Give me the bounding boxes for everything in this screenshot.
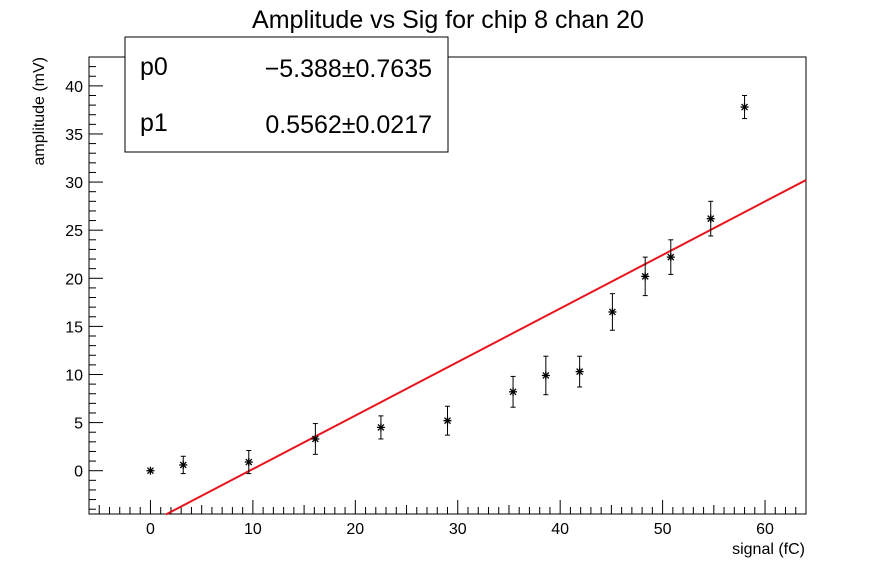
star-marker	[509, 387, 518, 396]
star-stroke	[667, 253, 675, 261]
p1-value-text: 0.5562±0.0217	[265, 111, 432, 139]
data-point	[179, 455, 188, 475]
x-tick-label: 10	[244, 521, 262, 538]
star-stroke	[542, 371, 550, 379]
p0-value: −5.388	[265, 55, 342, 83]
data-point	[244, 450, 253, 475]
data-point	[740, 94, 749, 120]
x-tick-label: 30	[449, 521, 467, 538]
star-stroke	[444, 417, 451, 425]
star-marker	[311, 434, 320, 443]
star-stroke	[576, 368, 584, 376]
star-marker	[179, 460, 188, 469]
star-stroke	[707, 215, 715, 223]
data-point	[608, 293, 617, 331]
data-point	[666, 239, 675, 275]
y-tick-label: 10	[65, 367, 83, 384]
star-marker	[443, 416, 452, 425]
x-axis: 0 10 20 30 40 50 60	[98, 500, 807, 538]
star-marker	[575, 367, 584, 376]
p1-value: 0.5562	[265, 111, 341, 139]
data-point	[541, 355, 550, 396]
star-stroke	[245, 458, 253, 466]
star-marker	[706, 214, 715, 223]
p0-value-text: −5.388±0.7635	[265, 55, 432, 83]
data-point	[376, 415, 385, 440]
fit-line	[165, 179, 807, 516]
star-marker	[641, 272, 650, 281]
star-marker	[666, 253, 675, 262]
p0-label: p0	[140, 53, 168, 81]
data-point	[311, 423, 320, 455]
y-tick-label: 35	[65, 127, 83, 144]
star-stroke	[146, 467, 154, 475]
star-marker	[608, 307, 617, 316]
x-tick-label: 20	[346, 521, 364, 538]
data-point	[641, 256, 650, 297]
x-axis-label: signal (fC)	[732, 541, 805, 558]
star-marker	[244, 458, 253, 467]
y-tick-label: 40	[65, 79, 83, 96]
star-stroke	[377, 423, 385, 431]
data-point	[575, 355, 584, 388]
x-tick-label: 60	[756, 521, 774, 538]
x-tick-label: 0	[146, 521, 155, 538]
data-point	[146, 466, 155, 475]
y-tick-label: 0	[74, 464, 83, 481]
y-axis-label: amplitude (mV)	[31, 57, 48, 165]
chart-title: Amplitude vs Sig for chip 8 chan 20	[252, 6, 644, 34]
star-stroke	[179, 461, 187, 469]
y-axis: 0 5 10 15 20 25 30 35 40	[65, 56, 103, 510]
x-tick-label: 40	[551, 521, 569, 538]
star-stroke	[641, 272, 649, 280]
fit-stats-box: p0 −5.388±0.7635 p1 0.5562±0.0217	[124, 36, 449, 153]
x-tick-label: 50	[654, 521, 672, 538]
p0-error: 0.7635	[356, 55, 432, 83]
y-tick-label: 5	[74, 416, 83, 433]
star-marker	[541, 371, 550, 380]
y-tick-label: 25	[65, 223, 83, 240]
data-point	[443, 405, 452, 436]
star-stroke	[608, 308, 616, 316]
y-tick-label: 15	[65, 319, 83, 336]
y-tick-label: 30	[65, 175, 83, 192]
star-marker	[376, 423, 385, 432]
data-point	[706, 200, 715, 237]
star-stroke	[311, 435, 319, 443]
p1-error: 0.0217	[356, 111, 432, 139]
p1-pm: ±	[342, 111, 356, 139]
stats-box-frame	[124, 36, 449, 153]
y-tick-label: 20	[65, 271, 83, 288]
data-points	[146, 94, 749, 475]
p0-pm: ±	[342, 55, 356, 83]
star-marker	[740, 103, 749, 112]
star-marker	[146, 466, 155, 475]
data-point	[509, 375, 518, 408]
star-stroke	[741, 103, 749, 111]
star-stroke	[509, 388, 517, 396]
p1-label: p1	[140, 109, 168, 137]
